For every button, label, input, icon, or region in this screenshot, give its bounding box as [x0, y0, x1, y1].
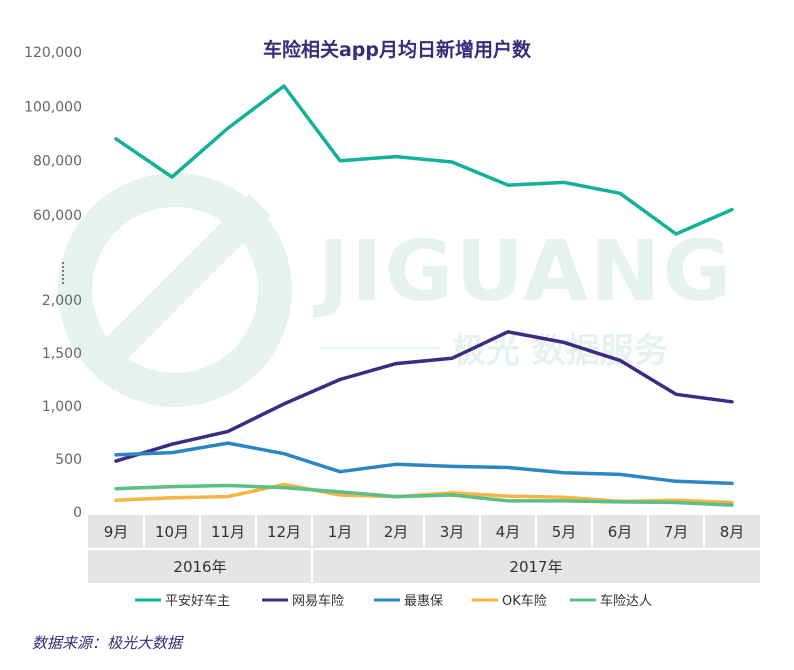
watermark-tagline: 极光 数据服务	[452, 331, 668, 371]
legend: 平安好车主 网易车险 最惠保 OK车险 车险达人	[135, 593, 652, 609]
x-group-label: 2017年	[509, 558, 562, 576]
x-group-label: 2016年	[173, 558, 226, 576]
y-tick-label: 80,000	[33, 154, 82, 170]
x-tick-label: 5月	[552, 523, 577, 541]
legend-label: 网易车险	[292, 593, 344, 609]
chart-title: 车险相关app月均日新增用户数	[263, 38, 532, 61]
watermark-brand: JIGUANG	[313, 222, 733, 320]
x-tick-label: 8月	[720, 523, 745, 541]
x-tick-label: 3月	[440, 523, 465, 541]
legend-label: 车险达人	[600, 593, 652, 609]
source-note: 数据来源：极光大数据	[32, 634, 184, 652]
y-tick-label: 0	[73, 505, 82, 521]
legend-label: 平安好车主	[165, 593, 230, 609]
y-tick-label: 100,000	[24, 99, 82, 115]
y-axis: 120,000 100,000 80,000 60,000 2,000 1,500 1,00…	[24, 45, 82, 521]
x-tick-label: 1月	[328, 523, 353, 541]
series-line-5	[114, 483, 734, 507]
x-tick-label: 6月	[608, 523, 633, 541]
x-tick-label: 9月	[104, 523, 129, 541]
y-tick-label: 500	[55, 452, 82, 468]
x-tick-label: 11月	[211, 523, 245, 541]
x-axis: 9月 10月 11月 12月 1月 2月 3月 4月 5月 6月 7月 8月 2016年 2017年	[88, 515, 760, 583]
legend-label: OK车险	[502, 593, 547, 609]
y-tick-label: 120,000	[24, 45, 82, 61]
x-group-band	[88, 550, 760, 583]
y-tick-label: 1,500	[42, 346, 82, 362]
x-tick-label: 7月	[664, 523, 689, 541]
series-line-1	[114, 84, 734, 236]
x-tick-label: 12月	[267, 523, 301, 541]
x-tick-label: 2月	[384, 523, 409, 541]
watermark-logo: JIGUANG 极光 数据服务	[58, 173, 733, 407]
y-tick-label: 60,000	[33, 208, 82, 224]
y-tick-label: 2,000	[42, 293, 82, 309]
legend-label: 最惠保	[404, 594, 443, 609]
x-tick-label: 4月	[496, 523, 521, 541]
series-line-3	[114, 441, 734, 486]
x-tick-label: 10月	[155, 523, 189, 541]
series-lines	[114, 84, 734, 507]
y-tick-label: 1,000	[42, 399, 82, 415]
series-line-2	[114, 330, 734, 463]
